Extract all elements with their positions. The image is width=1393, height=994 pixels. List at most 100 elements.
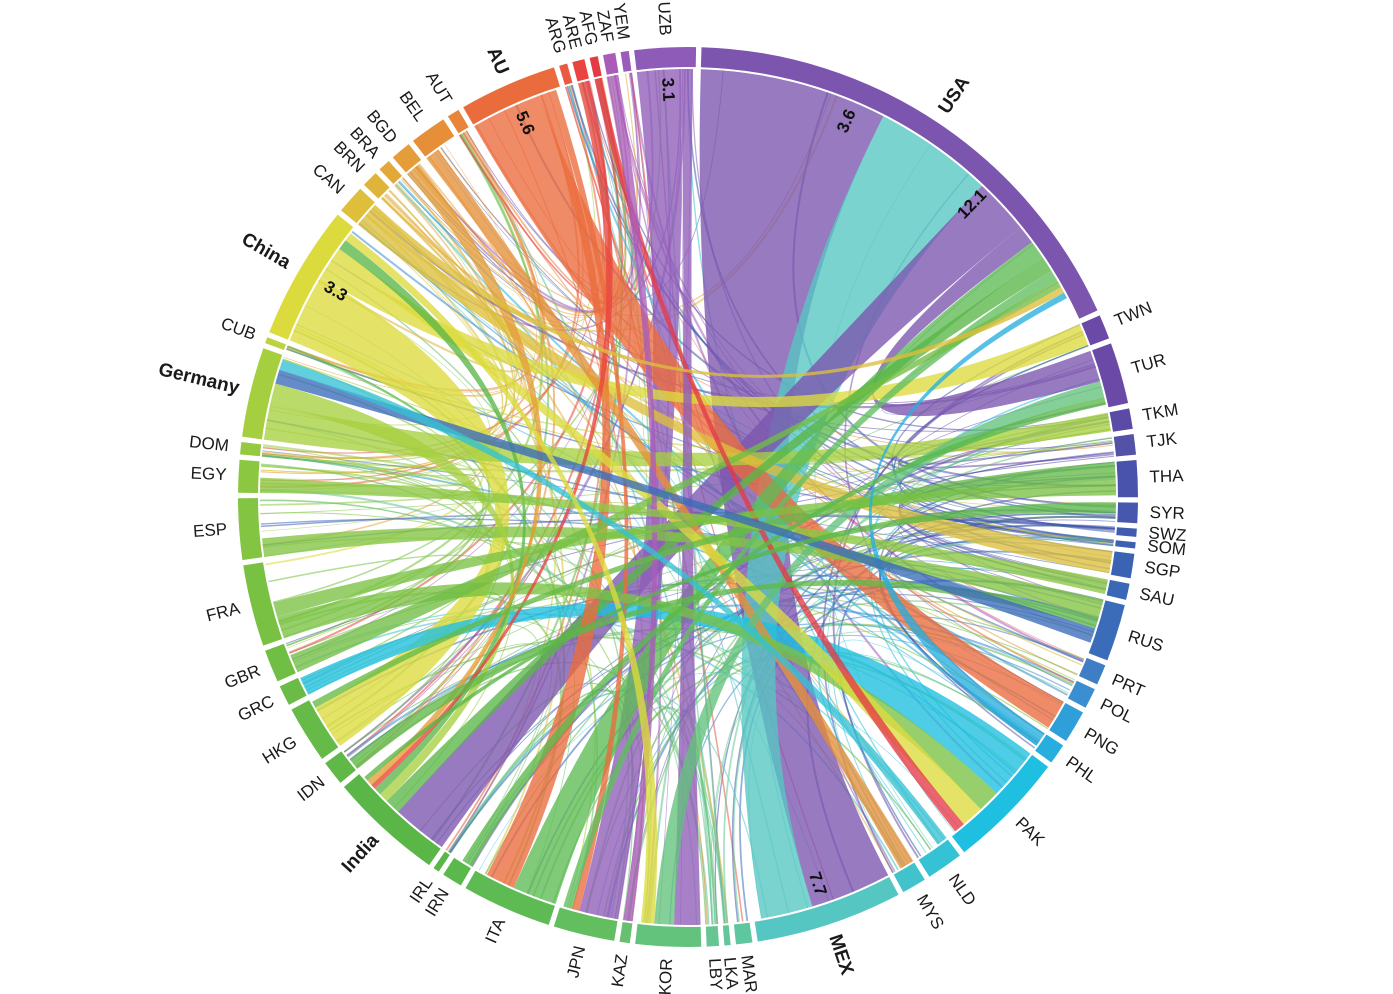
arc-AU [463, 67, 560, 125]
arc-PNG [1049, 702, 1084, 741]
arc-BEL [412, 119, 455, 157]
arc-AUT [447, 109, 469, 134]
label-UZB: UZB [654, 1, 675, 36]
arc-EGY [238, 459, 260, 493]
chord-EGY-SAU [260, 478, 1108, 595]
label-CAN: CAN [309, 160, 348, 198]
chord-ITA-USA [513, 242, 1043, 904]
arc-THA [1116, 459, 1138, 498]
arc-Germany [242, 348, 283, 440]
chord-MEX-USA [741, 116, 982, 919]
label-KOR: KOR [655, 958, 676, 994]
arc-DOM [240, 441, 262, 457]
arc-KOR [635, 924, 702, 947]
label-AU: AU [482, 44, 512, 78]
label-PHL: PHL [1062, 752, 1100, 786]
arc-TWN [1081, 315, 1110, 346]
label-PRT: PRT [1109, 670, 1147, 701]
arc-YEM [620, 50, 632, 72]
label-TKM: TKM [1141, 400, 1180, 425]
arc-GRC [279, 677, 307, 705]
label-ESP: ESP [192, 520, 227, 541]
label-TWN: TWN [1112, 298, 1155, 330]
node-arcs [238, 46, 1138, 947]
arc-LBY [705, 925, 720, 947]
filament [899, 452, 1114, 582]
label-HKG: HKG [259, 732, 300, 768]
arc-LKA [722, 925, 731, 946]
filament [832, 330, 1084, 859]
label-TUR: TUR [1129, 350, 1168, 378]
arc-India [343, 774, 441, 866]
arc-BRN [363, 173, 390, 199]
arc-IDN [325, 751, 356, 783]
arc-ARE [572, 59, 589, 82]
label-China: China [238, 229, 295, 274]
chord-ESP-RUS [262, 526, 1104, 618]
label-NLD: NLD [945, 870, 980, 909]
label-SAU: SAU [1138, 584, 1176, 610]
arc-NLD [918, 839, 960, 877]
chord-KOR-TUR [654, 381, 1105, 925]
value-label-UZB: 3.1 [658, 77, 678, 102]
filament [262, 184, 516, 546]
arc-PHL [1035, 734, 1064, 763]
chord-ribbons [260, 68, 1116, 925]
arc-PRT [1078, 657, 1106, 685]
label-TJK: TJK [1146, 429, 1179, 451]
chord-FRA-THA [273, 480, 1116, 618]
chord-PHL-USA [868, 292, 1067, 746]
arc-JPN [553, 907, 618, 941]
label-BEL: BEL [395, 88, 429, 125]
arc-USA [700, 47, 1098, 319]
arc-KAZ [619, 921, 633, 944]
arc-MEX [754, 877, 899, 942]
label-CUB: CUB [218, 314, 258, 344]
arc-IRN [443, 857, 471, 886]
label-MYS: MYS [913, 891, 948, 932]
arc-BRA [379, 160, 403, 184]
arc-IRL [433, 851, 450, 872]
arc-TUR [1092, 343, 1129, 408]
label-KAZ: KAZ [608, 953, 631, 988]
label-MEX: MEX [824, 932, 857, 978]
label-JPN: JPN [563, 944, 589, 980]
arc-BGD [392, 144, 422, 173]
chord-USA-MEX [699, 69, 889, 907]
arc-CAN [341, 188, 375, 224]
chord-ZAF-KAZ [607, 74, 658, 922]
chord-RUS-Germany [275, 369, 1096, 643]
arc-SWZ [1116, 527, 1137, 537]
label-LBY: LBY [705, 958, 726, 991]
arc-FRA [243, 562, 283, 646]
arc-GBR [265, 643, 296, 682]
arc-SOM [1115, 540, 1136, 549]
label-FRA: FRA [204, 599, 242, 626]
label-DOM: DOM [188, 432, 229, 455]
arc-ARG [559, 63, 573, 86]
arc-RUS [1088, 600, 1125, 661]
arc-TKM [1109, 408, 1133, 432]
arc-AFG [589, 56, 602, 78]
chord-India-China [339, 240, 526, 795]
filament [354, 131, 556, 768]
arc-MAR [733, 922, 753, 945]
label-LKA: LKA [720, 956, 742, 990]
label-SGP: SGP [1143, 558, 1181, 582]
label-SWZ: SWZ [1148, 523, 1187, 545]
label-POL: POL [1097, 695, 1136, 727]
label-Germany: Germany [156, 359, 241, 399]
label-YEM: YEM [609, 2, 633, 41]
chord-UZB-KOR [674, 69, 701, 925]
label-India: India [338, 830, 384, 877]
arc-HKG [291, 700, 339, 759]
filament [731, 490, 1116, 923]
label-GBR: GBR [222, 661, 263, 692]
chord-India-USA [386, 257, 1052, 812]
label-PAK: PAK [1012, 813, 1049, 850]
arc-POL [1067, 680, 1095, 708]
arc-TJK [1113, 434, 1136, 457]
chord-Germany-TKM [263, 404, 1111, 467]
label-SYR: SYR [1149, 503, 1185, 523]
